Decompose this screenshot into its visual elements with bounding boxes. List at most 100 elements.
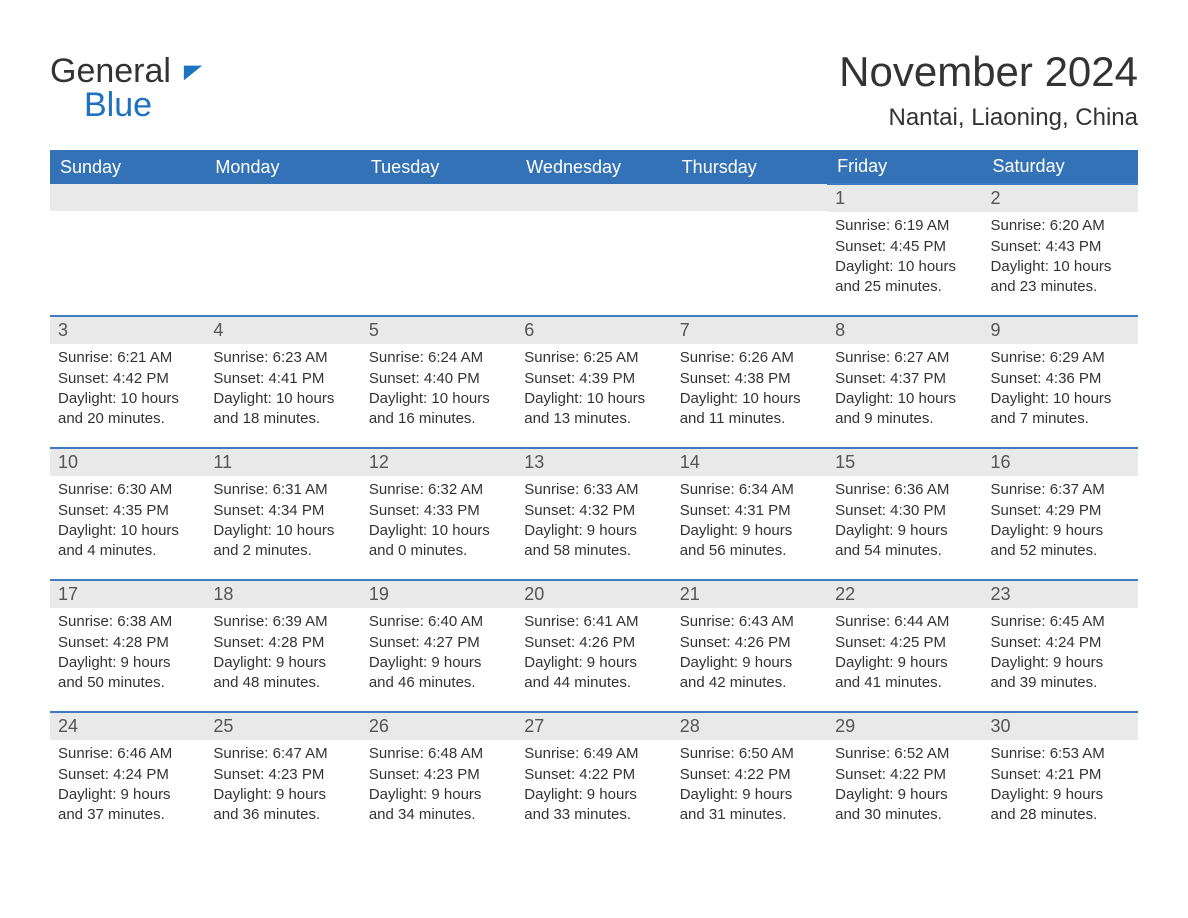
calendar-cell: 10Sunrise: 6:30 AMSunset: 4:35 PMDayligh… (50, 448, 205, 580)
daylight-line-1: Daylight: 9 hours (991, 785, 1130, 805)
sunset-line: Sunset: 4:25 PM (835, 633, 974, 653)
day-details: Sunrise: 6:30 AMSunset: 4:35 PMDaylight:… (50, 476, 205, 565)
sunrise-line: Sunrise: 6:32 AM (369, 480, 508, 500)
daylight-line-1: Daylight: 9 hours (58, 653, 197, 673)
daylight-line-2: and 31 minutes. (680, 805, 819, 825)
sunset-line: Sunset: 4:21 PM (991, 765, 1130, 785)
daylight-line-1: Daylight: 10 hours (991, 389, 1130, 409)
sunset-line: Sunset: 4:34 PM (213, 501, 352, 521)
calendar-week-row: 3Sunrise: 6:21 AMSunset: 4:42 PMDaylight… (50, 316, 1138, 448)
calendar-cell: 9Sunrise: 6:29 AMSunset: 4:36 PMDaylight… (983, 316, 1138, 448)
day-number: 9 (983, 317, 1138, 344)
day-details: Sunrise: 6:39 AMSunset: 4:28 PMDaylight:… (205, 608, 360, 697)
sunrise-line: Sunrise: 6:31 AM (213, 480, 352, 500)
day-details: Sunrise: 6:21 AMSunset: 4:42 PMDaylight:… (50, 344, 205, 433)
calendar-cell (516, 184, 671, 316)
sunrise-line: Sunrise: 6:47 AM (213, 744, 352, 764)
calendar-cell: 22 Sunrise: 6:44 AMSunset: 4:25 PMDayligh… (827, 580, 982, 712)
daylight-line-1: Daylight: 10 hours (369, 389, 508, 409)
day-number: 11 (205, 449, 360, 476)
daylight-line-1: Daylight: 9 hours (835, 521, 974, 541)
day-details: Sunrise: 6:43 AMSunset: 4:26 PMDaylight:… (672, 608, 827, 697)
daylight-line-1: Daylight: 10 hours (58, 389, 197, 409)
day-details: Sunrise: 6:40 AMSunset: 4:27 PMDaylight:… (361, 608, 516, 697)
sunrise-line: Sunrise: 6:25 AM (524, 348, 663, 368)
day-details: Sunrise: 6:49 AMSunset: 4:22 PMDaylight:… (516, 740, 671, 829)
brand-stack: General Blue (50, 54, 204, 122)
sunrise-line: Sunrise: 6:27 AM (835, 348, 974, 368)
daylight-line-1: Daylight: 10 hours (58, 521, 197, 541)
day-details: Sunrise: 6:25 AMSunset: 4:39 PMDaylight:… (516, 344, 671, 433)
day-details: Sunrise: 6:31 AMSunset: 4:34 PMDaylight:… (205, 476, 360, 565)
daylight-line-2: and 16 minutes. (369, 409, 508, 429)
sunrise-line: Sunrise: 6:53 AM (991, 744, 1130, 764)
flag-icon (182, 62, 204, 84)
daylight-line-2: and 25 minutes. (835, 277, 974, 297)
day-number: 7 (672, 317, 827, 344)
calendar-cell: 1Sunrise: 6:19 AMSunset: 4:45 PMDaylight… (827, 184, 982, 316)
weekday-header: Saturday (983, 150, 1138, 184)
daylight-line-2: and 39 minutes. (991, 673, 1130, 693)
daylight-line-2: and 2 minutes. (213, 541, 352, 561)
sunrise-line: Sunrise: 6:21 AM (58, 348, 197, 368)
daylight-line-1: Daylight: 9 hours (835, 653, 974, 673)
page-subtitle: Nantai, Liaoning, China (839, 104, 1138, 132)
sunrise-line: Sunrise: 6:23 AM (213, 348, 352, 368)
sunset-line: Sunset: 4:40 PM (369, 369, 508, 389)
day-details: Sunrise: 6:45 AMSunset: 4:24 PMDaylight:… (983, 608, 1138, 697)
calendar-page: General Blue November 2024 Nantai, Liaon… (0, 0, 1188, 884)
sunrise-line: Sunrise: 6:24 AM (369, 348, 508, 368)
sunrise-line: Sunrise: 6:38 AM (58, 612, 197, 632)
day-number: 23 (983, 581, 1138, 608)
calendar-cell (672, 184, 827, 316)
calendar-cell: 27Sunrise: 6:49 AMSunset: 4:22 PMDayligh… (516, 712, 671, 844)
daylight-line-2: and 36 minutes. (213, 805, 352, 825)
calendar-cell: 23Sunrise: 6:45 AMSunset: 4:24 PMDayligh… (983, 580, 1138, 712)
weekday-header-row: Sunday Monday Tuesday Wednesday Thursday… (50, 150, 1138, 184)
day-details: Sunrise: 6:26 AMSunset: 4:38 PMDaylight:… (672, 344, 827, 433)
calendar-cell (50, 184, 205, 316)
day-number: 28 (672, 713, 827, 740)
sunrise-line: Sunrise: 6:41 AM (524, 612, 663, 632)
calendar-cell: 28Sunrise: 6:50 AMSunset: 4:22 PMDayligh… (672, 712, 827, 844)
daylight-line-2: and 0 minutes. (369, 541, 508, 561)
sunrise-line: Sunrise: 6:50 AM (680, 744, 819, 764)
daylight-line-2: and 7 minutes. (991, 409, 1130, 429)
brand-text-1: General (50, 52, 171, 90)
daylight-line-1: Daylight: 9 hours (369, 785, 508, 805)
sunrise-line: Sunrise: 6:44 AM (835, 612, 974, 632)
daylight-line-1: Daylight: 10 hours (835, 257, 974, 277)
day-details: Sunrise: 6:41 AMSunset: 4:26 PMDaylight:… (516, 608, 671, 697)
day-number: 13 (516, 449, 671, 476)
daylight-line-1: Daylight: 9 hours (680, 785, 819, 805)
day-details: Sunrise: 6:37 AMSunset: 4:29 PMDaylight:… (983, 476, 1138, 565)
daylight-line-2: and 20 minutes. (58, 409, 197, 429)
calendar-cell: 11Sunrise: 6:31 AMSunset: 4:34 PMDayligh… (205, 448, 360, 580)
daylight-line-1: Daylight: 9 hours (680, 521, 819, 541)
daylight-line-1: Daylight: 10 hours (680, 389, 819, 409)
calendar-cell: 6Sunrise: 6:25 AMSunset: 4:39 PMDaylight… (516, 316, 671, 448)
sunset-line: Sunset: 4:23 PM (213, 765, 352, 785)
calendar-cell: 5Sunrise: 6:24 AMSunset: 4:40 PMDaylight… (361, 316, 516, 448)
daylight-line-1: Daylight: 9 hours (524, 785, 663, 805)
calendar-cell: 14Sunrise: 6:34 AMSunset: 4:31 PMDayligh… (672, 448, 827, 580)
day-details: Sunrise: 6:27 AMSunset: 4:37 PMDaylight:… (827, 344, 982, 433)
sunrise-line: Sunrise: 6:37 AM (991, 480, 1130, 500)
sunrise-line: Sunrise: 6:34 AM (680, 480, 819, 500)
daylight-line-1: Daylight: 10 hours (991, 257, 1130, 277)
daylight-line-2: and 37 minutes. (58, 805, 197, 825)
calendar-cell: 18Sunrise: 6:39 AMSunset: 4:28 PMDayligh… (205, 580, 360, 712)
calendar-cell: 21Sunrise: 6:43 AMSunset: 4:26 PMDayligh… (672, 580, 827, 712)
daylight-line-1: Daylight: 9 hours (213, 785, 352, 805)
day-number-empty (50, 184, 205, 211)
day-number: 22 (827, 581, 982, 608)
calendar-cell: 8Sunrise: 6:27 AMSunset: 4:37 PMDaylight… (827, 316, 982, 448)
brand-text-2: Blue (84, 88, 204, 122)
day-number: 19 (361, 581, 516, 608)
calendar-cell: 15Sunrise: 6:36 AMSunset: 4:30 PMDayligh… (827, 448, 982, 580)
daylight-line-2: and 44 minutes. (524, 673, 663, 693)
daylight-line-1: Daylight: 9 hours (58, 785, 197, 805)
day-number: 10 (50, 449, 205, 476)
sunset-line: Sunset: 4:22 PM (835, 765, 974, 785)
sunset-line: Sunset: 4:29 PM (991, 501, 1130, 521)
